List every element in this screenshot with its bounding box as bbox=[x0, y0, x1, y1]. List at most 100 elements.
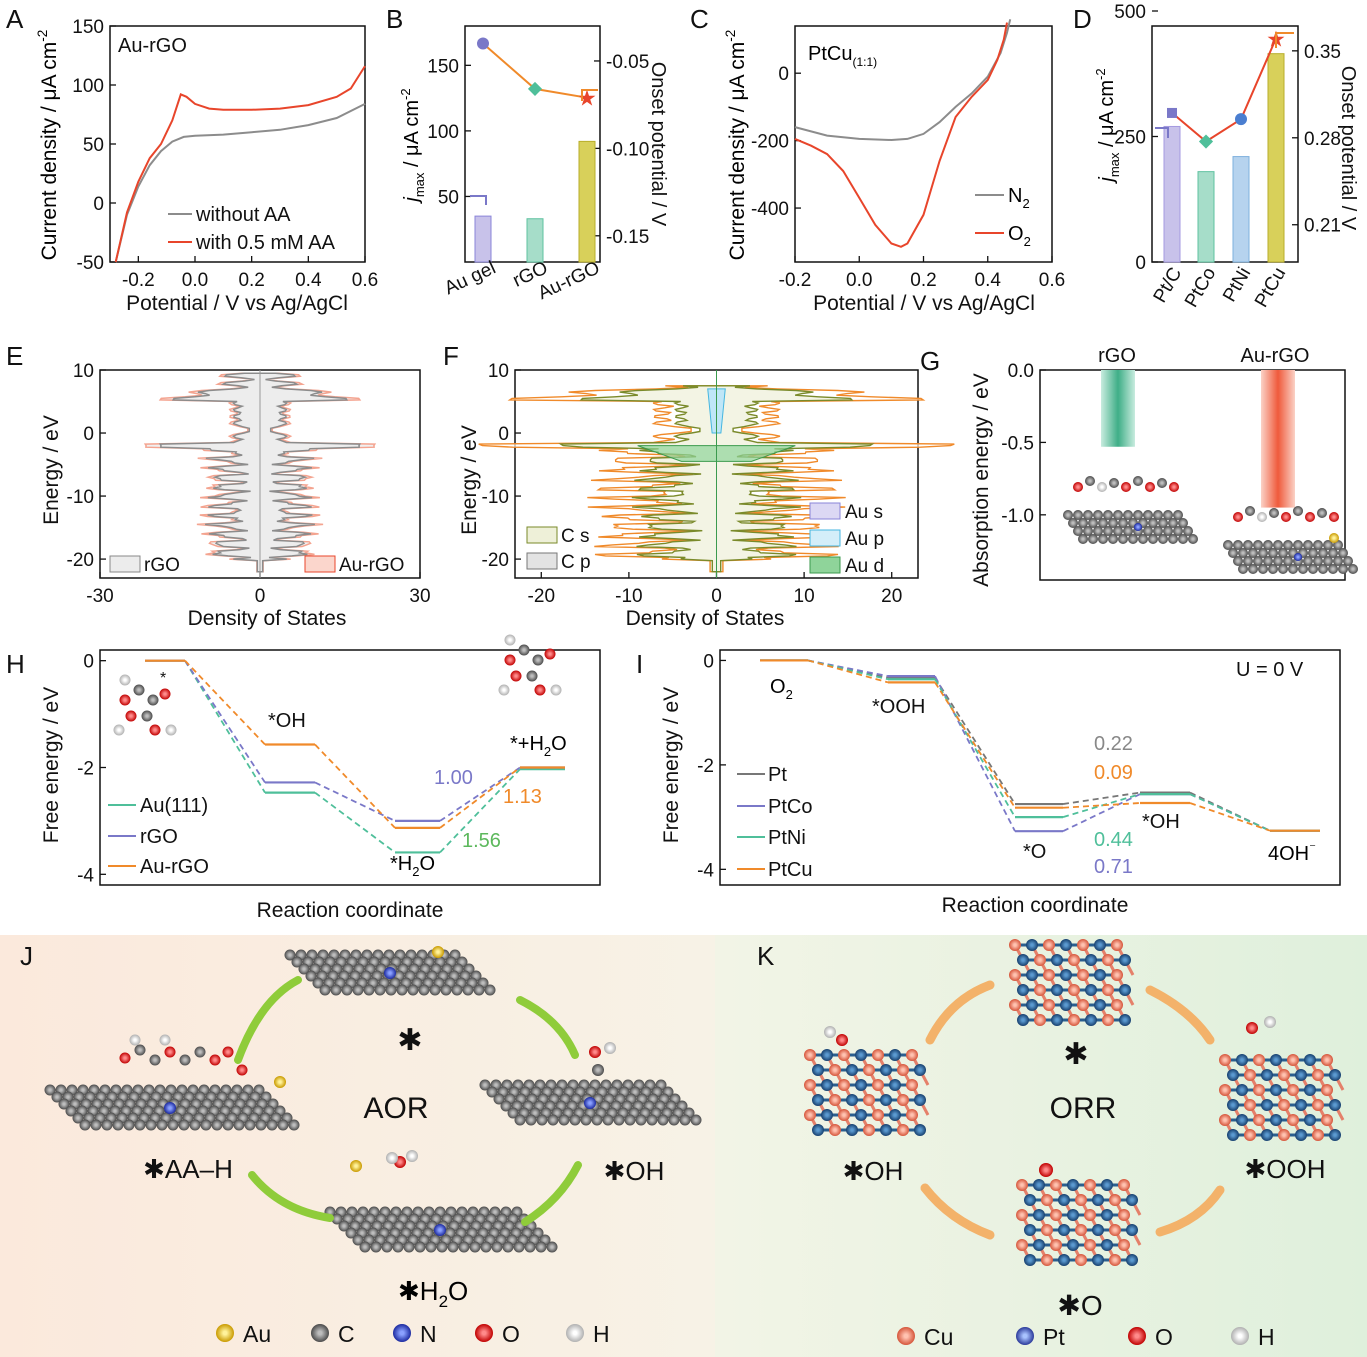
slab-atom bbox=[1109, 1254, 1121, 1266]
barrier-label: 0.71 bbox=[1094, 856, 1133, 878]
carbon-atom bbox=[1258, 548, 1268, 558]
carbon-atom bbox=[1143, 510, 1153, 520]
molecule-atom bbox=[504, 634, 516, 646]
y-tick-label: 10 bbox=[73, 361, 94, 382]
molecule-atom bbox=[119, 1052, 131, 1064]
slab-atom bbox=[1236, 1114, 1248, 1126]
molecule-atom bbox=[498, 684, 510, 696]
state-label: *O bbox=[1023, 841, 1046, 863]
carbon-atom bbox=[493, 1093, 505, 1105]
carbon-atom bbox=[1093, 510, 1103, 520]
h-atom bbox=[824, 1026, 836, 1038]
carbon-atom bbox=[51, 1091, 63, 1103]
slab-atom bbox=[1119, 954, 1131, 966]
carbon-atom bbox=[370, 1241, 382, 1253]
slab-atom bbox=[1092, 1194, 1104, 1206]
carbon-atom bbox=[1338, 564, 1348, 574]
slab-atom bbox=[1026, 939, 1038, 951]
molecule-atom bbox=[1109, 478, 1119, 488]
slab-atom bbox=[838, 1079, 850, 1091]
carbon-atom bbox=[1138, 534, 1148, 544]
bar-rgo bbox=[1101, 370, 1135, 447]
marker-circle bbox=[477, 37, 489, 50]
y-axis-label: Energy / eV bbox=[458, 425, 481, 535]
slab-atom bbox=[1101, 1239, 1113, 1251]
slab-atom bbox=[1261, 1129, 1273, 1141]
h-atom bbox=[1264, 1016, 1276, 1028]
carbon-atom bbox=[112, 1119, 124, 1131]
molecule-atom bbox=[550, 684, 562, 696]
carbon-atom bbox=[1163, 510, 1173, 520]
y-tick-label: -200 bbox=[751, 132, 789, 153]
carbon-atom bbox=[352, 984, 364, 996]
slab-atom bbox=[906, 1049, 918, 1061]
carbon-atom bbox=[134, 1119, 146, 1131]
slab-right bbox=[1219, 1054, 1345, 1141]
carbon-atom bbox=[1253, 540, 1263, 550]
carbon-atom bbox=[341, 984, 353, 996]
carbon-atom bbox=[479, 1079, 491, 1091]
y-axis-label: Energy / eV bbox=[40, 415, 63, 525]
line-o2 bbox=[794, 22, 1008, 248]
slab-atom bbox=[1295, 1099, 1307, 1111]
slab-atom bbox=[1312, 1069, 1324, 1081]
carbon-atom bbox=[331, 1213, 343, 1225]
cycle-arrow bbox=[521, 1161, 582, 1226]
carbon-atom bbox=[473, 984, 485, 996]
gold-atom bbox=[1329, 533, 1339, 543]
slab-atom bbox=[1321, 1084, 1333, 1096]
panel-background bbox=[0, 935, 715, 1357]
x-tick-label: 0.4 bbox=[975, 270, 1002, 291]
slab-atom bbox=[1321, 1114, 1333, 1126]
slab-atom bbox=[914, 1064, 926, 1076]
cycle-label: AOR bbox=[363, 1092, 428, 1125]
carbon-atom bbox=[211, 1119, 223, 1131]
carbon-atom bbox=[1093, 526, 1103, 536]
slab-atom bbox=[829, 1124, 841, 1136]
graphene-top bbox=[284, 949, 496, 996]
legend-swatch bbox=[304, 555, 336, 573]
bar bbox=[526, 218, 544, 263]
x-tick-label: 10 bbox=[794, 586, 815, 607]
marker-diamond bbox=[1198, 134, 1214, 149]
water-atom bbox=[386, 1152, 398, 1164]
carbon-atom bbox=[1128, 534, 1138, 544]
slab-atom bbox=[1118, 1179, 1130, 1191]
slab-atom bbox=[1101, 1209, 1113, 1221]
legend-label: without AA bbox=[195, 204, 291, 226]
y-tick-label: 0 bbox=[498, 424, 509, 445]
energy-connector bbox=[934, 677, 1016, 805]
slab-atom bbox=[1287, 1084, 1299, 1096]
x-tick-label: 0.2 bbox=[910, 270, 936, 291]
axis-arrow-right bbox=[1275, 32, 1294, 48]
carbon-atom bbox=[79, 1119, 91, 1131]
slab-atom bbox=[1084, 1239, 1096, 1251]
carbon-atom bbox=[123, 1119, 135, 1131]
slab-atom bbox=[1329, 1099, 1341, 1111]
carbon-atom bbox=[298, 963, 310, 975]
slab-atom bbox=[1126, 1254, 1138, 1266]
slab-atom bbox=[1017, 984, 1029, 996]
slab-atom bbox=[889, 1109, 901, 1121]
carbon-atom bbox=[352, 1234, 364, 1246]
legend-label: C p bbox=[561, 552, 591, 573]
legend-label: Au d bbox=[845, 556, 884, 577]
slab-atom bbox=[1312, 1099, 1324, 1111]
x-category-label: PtNi bbox=[1219, 264, 1255, 306]
carbon-atom bbox=[363, 984, 375, 996]
y2-tick-label: 0.21 bbox=[1304, 216, 1341, 237]
molecule-atom bbox=[1245, 506, 1255, 516]
slab-atom bbox=[1016, 1239, 1028, 1251]
slab-atom bbox=[1016, 1179, 1028, 1191]
slab-atom bbox=[1312, 1129, 1324, 1141]
carbon-atom bbox=[288, 1119, 300, 1131]
carbon-atom bbox=[524, 1241, 536, 1253]
panel-background bbox=[715, 935, 1367, 1357]
x-category-label: PtCu bbox=[1251, 264, 1290, 311]
carbon-atom bbox=[569, 1114, 581, 1126]
panel-letter: I bbox=[636, 649, 643, 679]
energy-connector bbox=[1189, 793, 1271, 832]
onset-line bbox=[1171, 38, 1277, 143]
legend-atom bbox=[897, 1327, 915, 1345]
bar bbox=[1232, 156, 1250, 263]
